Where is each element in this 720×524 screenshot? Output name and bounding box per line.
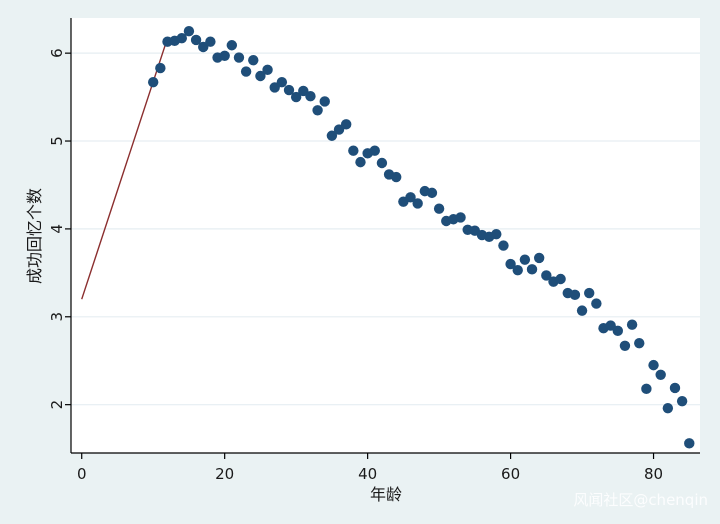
x-tick-label: 60 bbox=[501, 465, 520, 483]
data-point bbox=[283, 84, 295, 96]
data-point bbox=[155, 62, 166, 74]
data-point bbox=[376, 157, 388, 169]
data-point bbox=[348, 145, 359, 156]
watermark-text: 风闻社区@chenqin bbox=[573, 491, 708, 509]
plot-area bbox=[71, 18, 700, 453]
data-point bbox=[526, 264, 538, 275]
data-point bbox=[491, 228, 502, 240]
data-point bbox=[290, 91, 302, 103]
data-point bbox=[305, 91, 316, 102]
data-point bbox=[190, 34, 202, 46]
data-point bbox=[519, 254, 531, 265]
data-point bbox=[634, 337, 645, 349]
data-point bbox=[340, 119, 352, 130]
data-point bbox=[176, 33, 187, 44]
data-point bbox=[319, 96, 330, 107]
data-point bbox=[333, 124, 345, 135]
data-point bbox=[541, 270, 552, 281]
data-point bbox=[512, 265, 523, 276]
data-point bbox=[433, 203, 445, 214]
data-point bbox=[426, 187, 438, 199]
x-tick-label: 0 bbox=[77, 465, 87, 483]
data-point bbox=[248, 54, 259, 66]
data-point bbox=[326, 130, 338, 141]
data-point bbox=[584, 287, 595, 299]
data-point bbox=[147, 76, 159, 88]
gridlines bbox=[71, 52, 700, 406]
data-point bbox=[676, 395, 688, 407]
data-point bbox=[662, 402, 674, 414]
data-point bbox=[255, 70, 266, 82]
y-tick-label: 3 bbox=[48, 312, 66, 322]
x-tick-label: 20 bbox=[215, 465, 234, 483]
data-point bbox=[276, 76, 288, 88]
data-point bbox=[298, 85, 309, 97]
scatter-points-series bbox=[147, 25, 695, 449]
data-point bbox=[555, 273, 566, 285]
data-point bbox=[412, 198, 423, 209]
data-point bbox=[226, 40, 238, 51]
data-point bbox=[612, 325, 624, 337]
data-point bbox=[355, 156, 366, 168]
y-tick-label: 2 bbox=[48, 400, 66, 410]
data-point bbox=[405, 192, 416, 203]
data-point bbox=[455, 212, 466, 223]
data-point bbox=[576, 305, 588, 316]
data-point bbox=[648, 359, 659, 371]
data-point bbox=[669, 382, 681, 394]
y-axis-title: 成功回忆个数 bbox=[25, 188, 44, 284]
data-point bbox=[240, 66, 252, 77]
data-point bbox=[619, 340, 631, 351]
data-point bbox=[205, 36, 216, 47]
data-point bbox=[391, 171, 402, 183]
data-point bbox=[569, 289, 581, 301]
data-point bbox=[198, 41, 209, 53]
data-point bbox=[262, 64, 273, 76]
data-point bbox=[269, 82, 280, 93]
y-tick-label: 6 bbox=[48, 48, 66, 58]
data-point bbox=[655, 369, 666, 380]
data-point bbox=[626, 319, 638, 330]
y-tick-label: 5 bbox=[48, 136, 66, 146]
data-point bbox=[591, 298, 602, 309]
y-tick-label: 4 bbox=[48, 224, 66, 234]
data-point bbox=[498, 240, 509, 251]
x-tick-label: 80 bbox=[644, 465, 663, 483]
x-axis-title: 年龄 bbox=[370, 485, 402, 504]
data-point bbox=[369, 145, 380, 156]
data-point bbox=[641, 383, 652, 395]
data-point bbox=[233, 52, 245, 63]
data-point bbox=[684, 438, 695, 449]
data-point bbox=[605, 320, 616, 331]
data-point bbox=[533, 252, 545, 264]
data-point bbox=[312, 105, 323, 116]
data-point bbox=[183, 25, 195, 37]
data-point bbox=[505, 258, 516, 270]
data-point bbox=[219, 50, 230, 61]
x-tick-label: 40 bbox=[358, 465, 377, 483]
